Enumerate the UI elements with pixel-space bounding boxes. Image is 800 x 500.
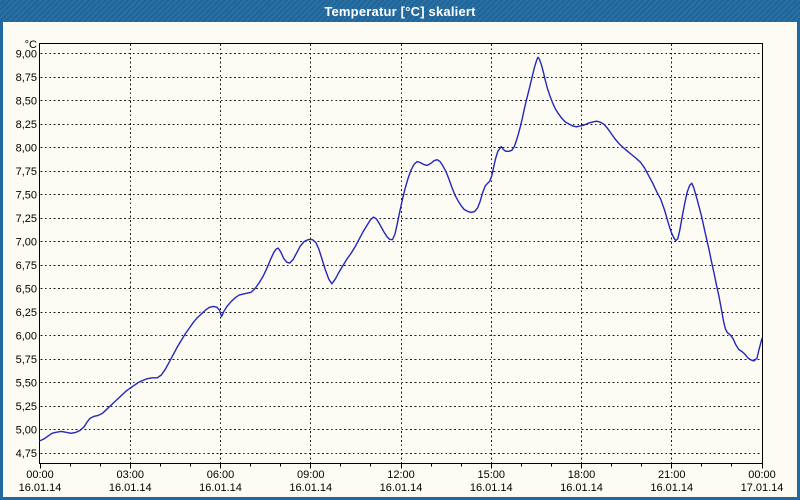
y-tick-label: 5,00 [16,425,37,437]
y-tick-label: 5,25 [16,401,37,413]
x-tick-time-label: 12:00 [387,469,415,481]
y-tick-label: 4,75 [16,448,37,460]
x-tick-date-label: 16.01.14 [560,482,603,494]
x-tick-date-label: 16.01.14 [470,482,513,494]
y-tick-label: 6,75 [16,260,37,272]
x-tick-time-label: 06:00 [207,469,235,481]
x-tick-time-label: 09:00 [297,469,325,481]
y-tick-label: 9,00 [16,49,37,61]
y-tick-label: 6,00 [16,331,37,343]
y-tick-label: 6,50 [16,284,37,296]
y-tick-label: 8,50 [16,96,37,108]
x-tick-time-label: 00:00 [748,469,776,481]
x-tick-time-label: 03:00 [116,469,144,481]
x-tick-date-label: 16.01.14 [380,482,423,494]
y-tick-label: 7,00 [16,237,37,249]
y-tick-label: 7,75 [16,166,37,178]
x-tick-date-label: 17.01.14 [741,482,784,494]
window-titlebar[interactable]: Temperatur [°C] skaliert [0,0,800,22]
x-tick-date-label: 16.01.14 [109,482,152,494]
y-axis-labels: °C9,00 8,75 8,50 8,25 8,00 7,75 7,50 7,25 7,00 6,… [16,39,37,460]
y-tick-label: 8,00 [16,143,37,155]
y-tick-label: 7,50 [16,190,37,202]
x-tick-time-label: 00:00 [26,469,54,481]
y-tick-label: 6,25 [16,307,37,319]
x-tick-time-label: 21:00 [658,469,686,481]
x-tick-date-label: 16.01.14 [199,482,242,494]
x-gridlines [130,44,672,463]
y-tick-label: 7,25 [16,213,37,225]
x-tick-time-label: 18:00 [568,469,596,481]
x-tick-date-label: 16.01.14 [19,482,62,494]
x-tick-time-label: 15:00 [477,469,505,481]
y-tick-label: 8,25 [16,119,37,131]
y-gridlines [40,53,762,454]
temperature-series-line [39,56,763,442]
x-tick-date-label: 16.01.14 [289,482,332,494]
x-ticks [40,463,763,469]
y-tick-label: 8,75 [16,72,37,84]
x-tick-date-label: 16.01.14 [650,482,693,494]
x-axis-labels: 00:0016.01.1403:0016.01.1406:0016.01.140… [19,469,784,494]
y-axis-unit-label: °C [25,39,37,51]
y-tick-label: 5,75 [16,354,37,366]
y-tick-label: 5,50 [16,378,37,390]
chart-panel [3,22,797,497]
window-title: Temperatur [°C] skaliert [324,3,476,19]
